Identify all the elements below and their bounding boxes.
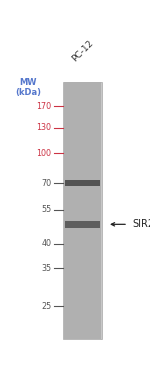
Text: 55: 55: [41, 206, 51, 215]
Text: PC-12: PC-12: [70, 38, 95, 63]
Text: 40: 40: [41, 239, 51, 248]
Text: 25: 25: [41, 302, 51, 311]
Text: 35: 35: [41, 264, 51, 273]
Text: MW
(kDa): MW (kDa): [15, 78, 41, 97]
Bar: [65, 180, 100, 186]
Text: SIR2: SIR2: [133, 219, 150, 229]
Text: 100: 100: [36, 149, 51, 158]
Bar: [63, 82, 102, 340]
Text: 70: 70: [41, 178, 51, 187]
Bar: [65, 221, 100, 228]
Text: 170: 170: [36, 102, 51, 111]
Text: 130: 130: [36, 123, 51, 132]
Bar: [64, 82, 101, 340]
